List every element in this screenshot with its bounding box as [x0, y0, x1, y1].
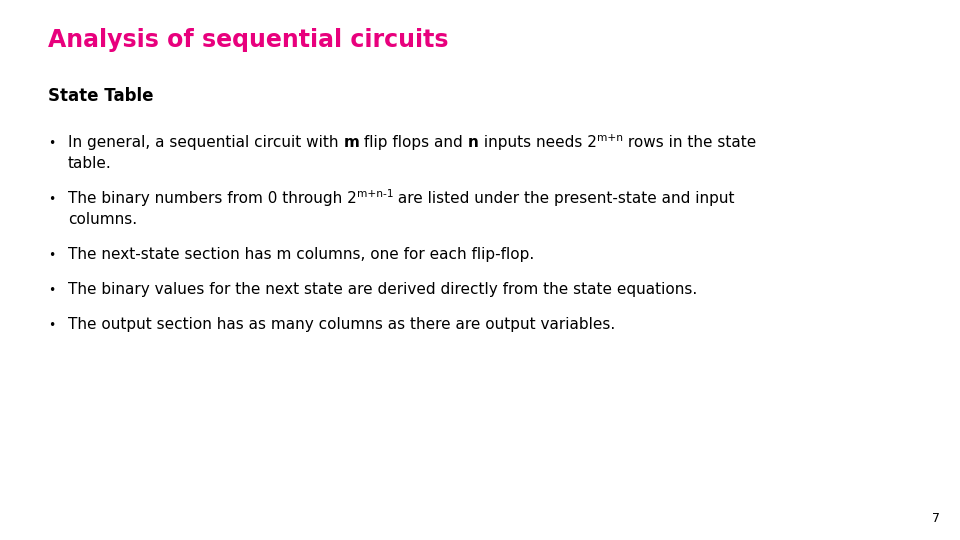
Text: The binary numbers from 0 through 2: The binary numbers from 0 through 2 [68, 191, 357, 206]
Text: table.: table. [68, 156, 111, 171]
Text: m+n: m+n [596, 133, 623, 143]
Text: inputs needs 2: inputs needs 2 [479, 135, 596, 150]
Text: •: • [48, 284, 56, 297]
Text: The binary values for the next state are derived directly from the state equatio: The binary values for the next state are… [68, 282, 697, 297]
Text: State Table: State Table [48, 87, 154, 105]
Text: m: m [344, 135, 359, 150]
Text: The next-state section has m columns, one for each flip-flop.: The next-state section has m columns, on… [68, 247, 535, 262]
Text: rows in the state: rows in the state [623, 135, 756, 150]
Text: •: • [48, 193, 56, 206]
Text: •: • [48, 137, 56, 150]
Text: are listed under the present-state and input: are listed under the present-state and i… [394, 191, 734, 206]
Text: The output section has as many columns as there are output variables.: The output section has as many columns a… [68, 317, 615, 332]
Text: •: • [48, 319, 56, 332]
Text: m+n-1: m+n-1 [357, 189, 394, 199]
Text: •: • [48, 249, 56, 262]
Text: 7: 7 [932, 512, 940, 525]
Text: Analysis of sequential circuits: Analysis of sequential circuits [48, 28, 448, 52]
Text: In general, a sequential circuit with: In general, a sequential circuit with [68, 135, 344, 150]
Text: flip flops and: flip flops and [359, 135, 468, 150]
Text: columns.: columns. [68, 212, 137, 227]
Text: n: n [468, 135, 479, 150]
